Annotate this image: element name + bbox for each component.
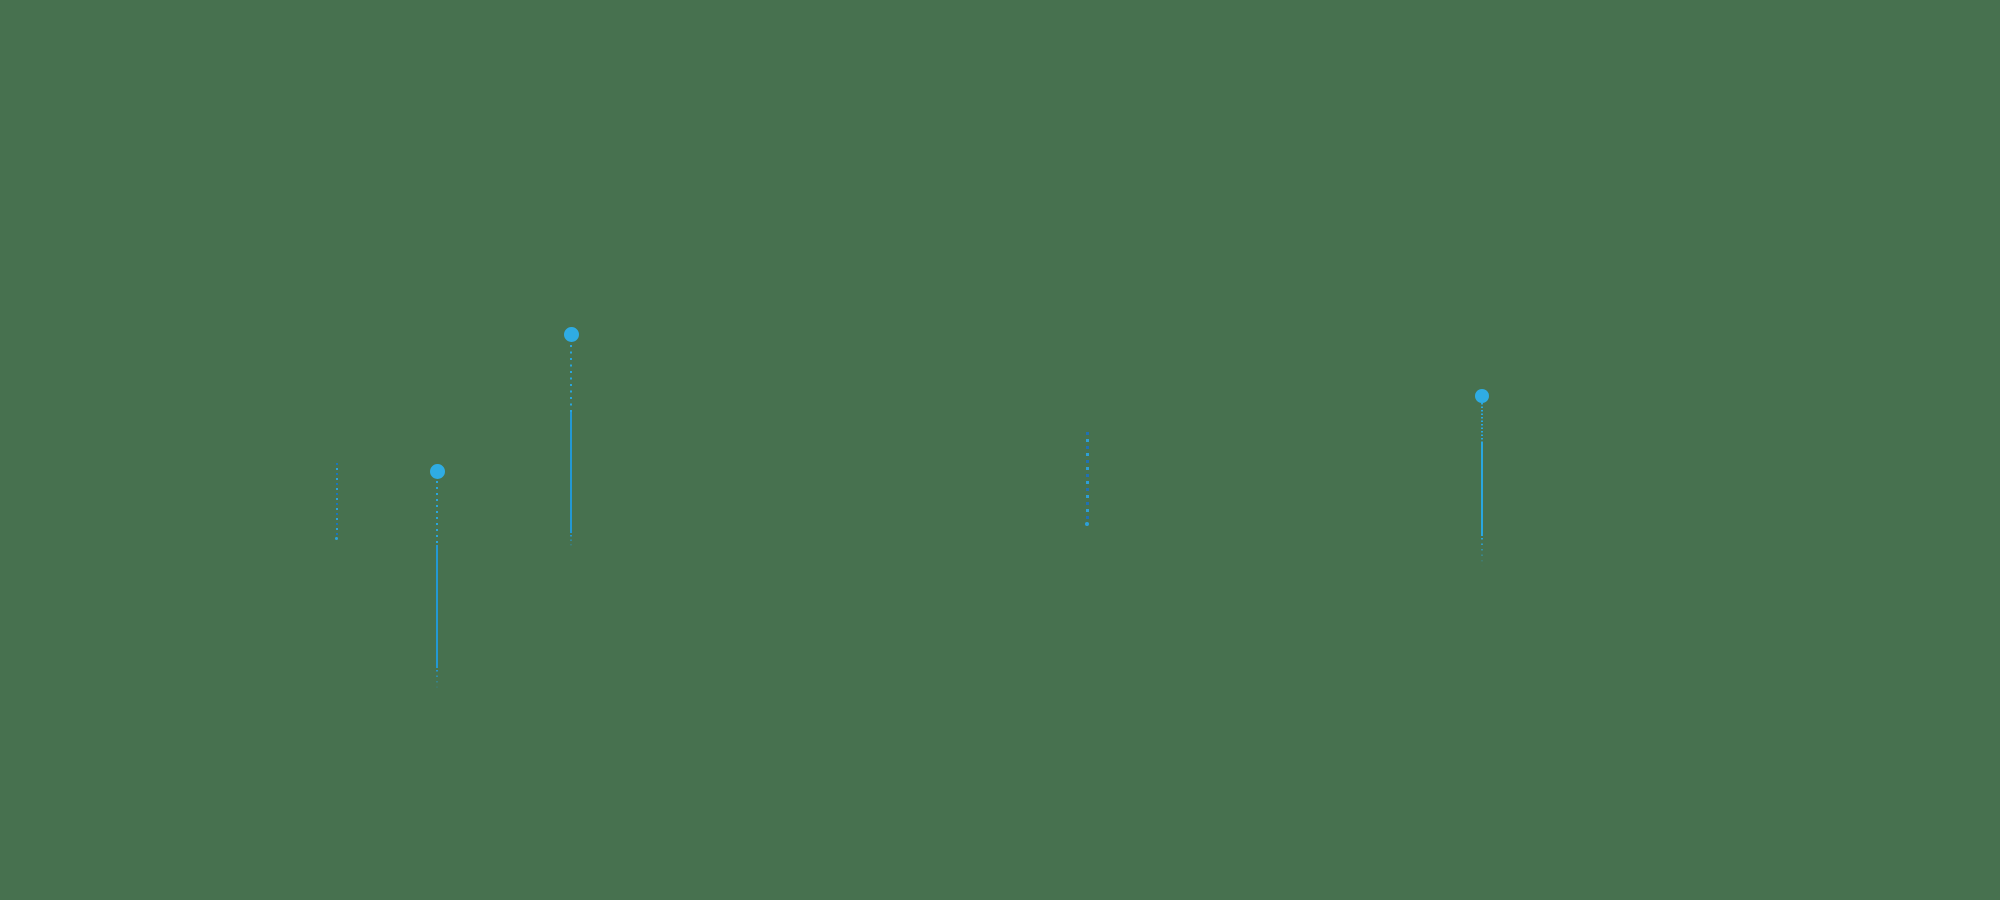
trail-segment-dotted-alt [335,463,338,536]
trail-segment-solid [1481,442,1483,536]
trail-end-dot [1085,522,1089,526]
trail-segment-dotted [1481,538,1483,567]
trail-segment-dotted [436,670,438,691]
particle-head-circle [1475,389,1489,403]
trail-segment-dotted [436,481,438,545]
particle-head-circle [429,463,445,479]
particle-head-circle [563,326,579,342]
trail-segment-dotted [1481,403,1483,442]
trail-end-dot [335,536,338,540]
trail-segment-dotted [570,535,572,549]
trail-segment-dotted [570,345,572,412]
trail-segment-solid [570,412,572,533]
trail-segment-solid [436,545,438,668]
trail-segment-dotted-alt [1085,432,1089,521]
